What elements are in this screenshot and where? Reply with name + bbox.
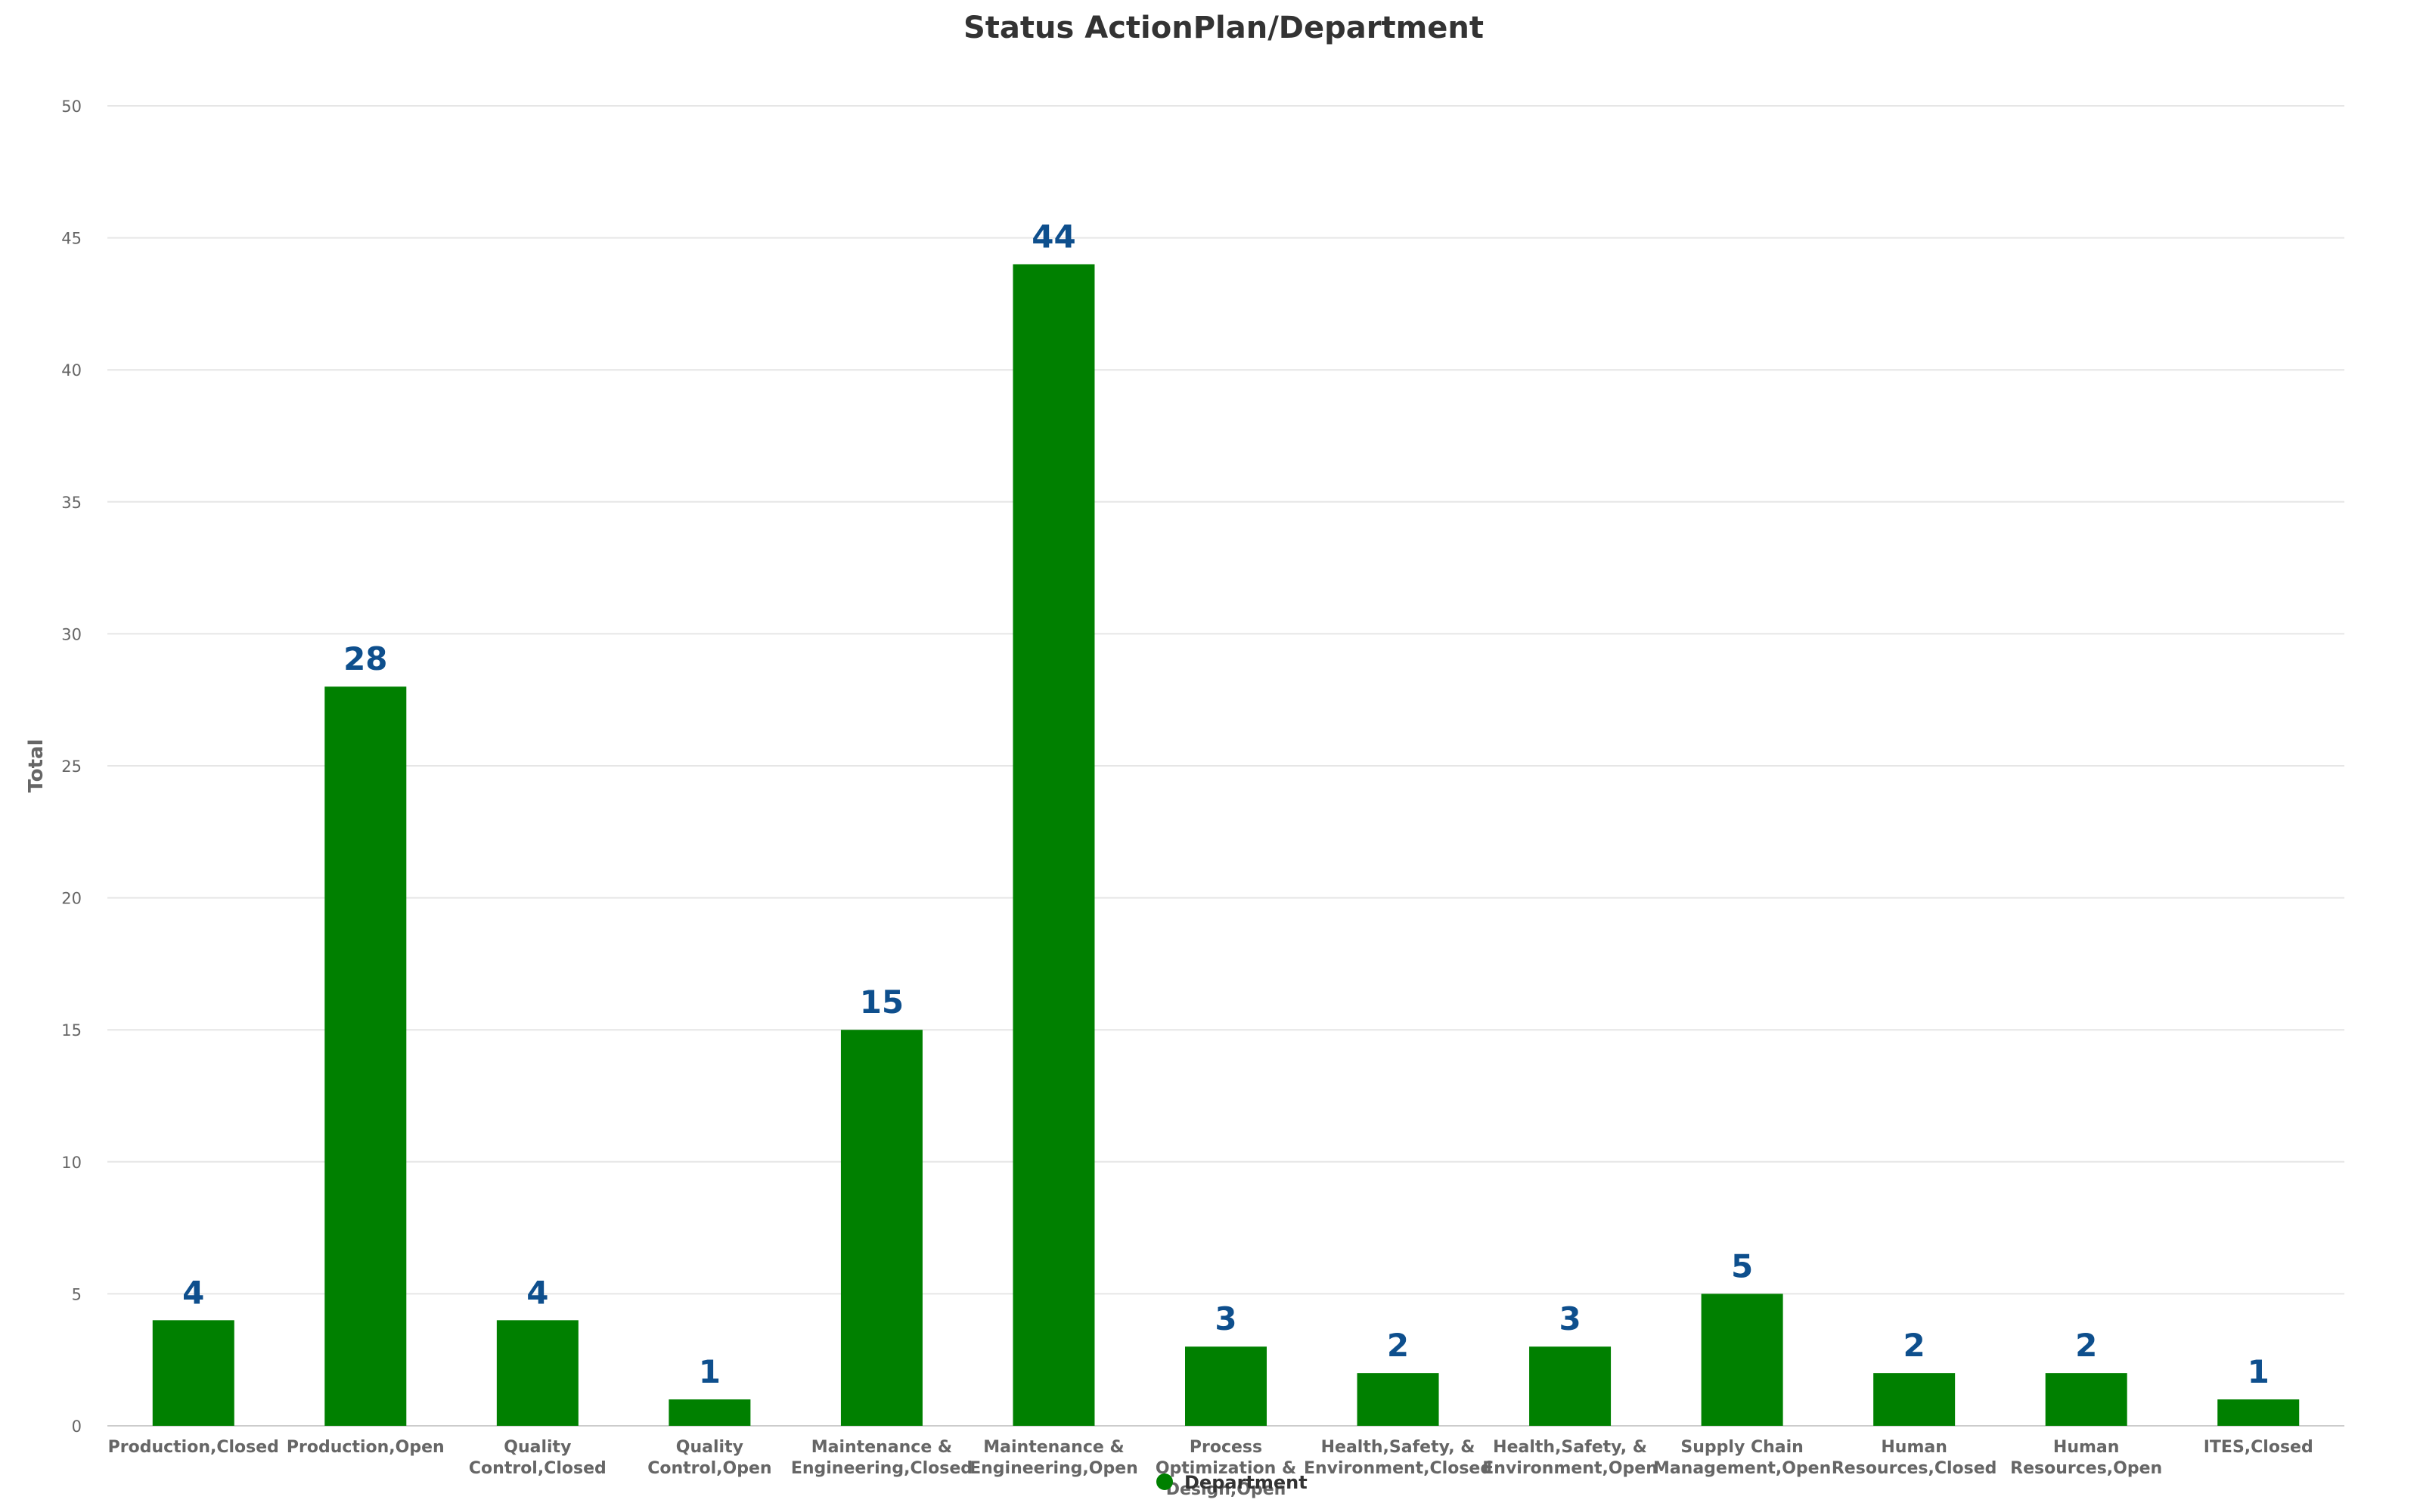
y-tick-label: 40: [61, 361, 82, 380]
bar[interactable]: [1701, 1294, 1783, 1426]
x-tick-label: Human Resources,Open: [2010, 1438, 2162, 1478]
legend-marker-department: [1156, 1473, 1173, 1490]
data-labels: 4 28 4 1 15 44 3 2 3 5 2 2 1: [182, 218, 2270, 1391]
x-tick-label: Quality Control,Open: [647, 1438, 771, 1478]
data-label: 4: [182, 1274, 204, 1311]
gridlines: [107, 105, 2344, 1427]
y-tick-label: 50: [61, 98, 82, 116]
y-tick-label: 5: [72, 1285, 82, 1303]
x-tick-label: ITES,Closed: [2204, 1438, 2313, 1457]
data-label: 3: [1215, 1300, 1236, 1337]
y-tick-label: 30: [61, 625, 82, 643]
x-tick-label: Quality Control,Closed: [469, 1438, 607, 1478]
y-tick-label: 35: [61, 494, 82, 512]
data-label: 15: [860, 984, 904, 1021]
data-label: 2: [1903, 1327, 1925, 1364]
bar[interactable]: [2217, 1399, 2300, 1426]
data-label: 44: [1032, 218, 1075, 256]
data-label: 3: [1559, 1300, 1581, 1337]
y-tick-label: 0: [72, 1418, 82, 1436]
x-tick-label: Health,Safety, & Environment,Closed: [1304, 1438, 1492, 1478]
y-axis-title: Total: [25, 739, 48, 792]
y-tick-label: 20: [61, 890, 82, 908]
x-tick-label: Production,Open: [287, 1438, 445, 1457]
y-tick-label: 10: [61, 1154, 82, 1172]
data-label: 4: [526, 1274, 548, 1311]
x-axis-ticks: Production,Closed Production,Open Quality C…: [108, 1438, 2313, 1499]
x-tick-label: Process Optimization & Design,Open: [1156, 1438, 1296, 1499]
bar[interactable]: [496, 1320, 579, 1426]
bar[interactable]: [324, 686, 407, 1426]
x-tick-label: Health,Safety, & Environment,Open: [1482, 1438, 1658, 1478]
x-tick-label: Human Resources,Closed: [1832, 1438, 1997, 1478]
y-axis-ticks: 0 5 10 15 20 25 30 35 40 45 50: [61, 98, 82, 1436]
data-label: 5: [1731, 1247, 1753, 1284]
bar[interactable]: [1013, 264, 1095, 1426]
bar[interactable]: [1873, 1373, 1956, 1426]
bar[interactable]: [2045, 1373, 2127, 1426]
bar[interactable]: [1357, 1373, 1439, 1426]
x-tick-label: Supply Chain Management,Open: [1653, 1438, 1831, 1478]
bar[interactable]: [152, 1320, 234, 1426]
y-tick-label: 25: [61, 758, 82, 776]
data-label: 1: [2248, 1353, 2270, 1390]
x-tick-label: Maintenance & Engineering,Closed: [791, 1438, 973, 1478]
data-label: 1: [699, 1353, 721, 1390]
data-label: 2: [2075, 1327, 2097, 1364]
x-tick-label: Maintenance & Engineering,Open: [970, 1438, 1138, 1478]
bar[interactable]: [840, 1030, 923, 1426]
bar[interactable]: [1529, 1346, 1612, 1426]
y-tick-label: 15: [61, 1021, 82, 1040]
y-tick-label: 45: [61, 230, 82, 248]
data-label: 28: [343, 640, 387, 677]
legend[interactable]: Department: [1156, 1472, 1308, 1493]
legend-label-department: Department: [1184, 1472, 1308, 1493]
bar[interactable]: [1185, 1346, 1267, 1426]
bars: [152, 264, 2300, 1426]
chart-title: Status ActionPlan/Department: [963, 11, 1484, 45]
data-label: 2: [1387, 1327, 1409, 1364]
x-tick-label: Production,Closed: [108, 1438, 279, 1457]
bar[interactable]: [669, 1399, 751, 1426]
